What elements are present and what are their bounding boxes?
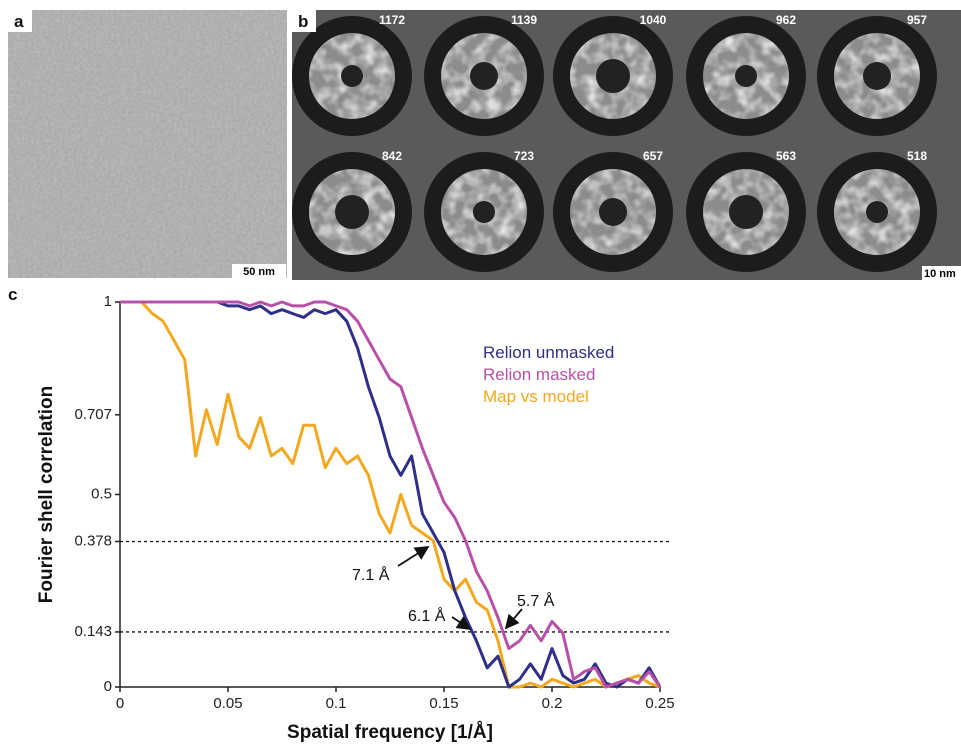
x-tick-label: 0.15 — [429, 695, 458, 712]
panel-label: a — [14, 12, 24, 31]
x-tick-label: 0.05 — [213, 695, 242, 712]
y-axis-label: Fourier shell correlation — [36, 386, 57, 604]
class-center — [335, 195, 369, 229]
class-count: 962 — [776, 13, 796, 27]
class-count: 657 — [643, 149, 663, 163]
y-tick-label: 0.5 — [91, 485, 112, 502]
class-count: 1172 — [379, 13, 405, 27]
legend-entry: Relion unmasked — [483, 343, 614, 362]
class-count: 842 — [382, 149, 402, 163]
annotation-arrow — [506, 609, 522, 628]
class-center — [863, 62, 891, 90]
y-tick-label: 0.707 — [74, 406, 112, 423]
class-center — [596, 59, 630, 93]
class-count: 563 — [776, 149, 796, 163]
class-center — [866, 201, 888, 223]
panel-b: 1172 1139 1040 962 957 842 723 657 563 518 b 10 nm — [292, 10, 961, 280]
x-tick-label: 0.25 — [645, 695, 674, 712]
x-tick-label: 0.2 — [542, 695, 563, 712]
class-center — [473, 201, 495, 223]
micrograph-noise — [8, 10, 287, 278]
figure: a 50 nm 1172 1139 1040 962 957 842 723 657 563 51… — [0, 0, 961, 744]
panel-label: b — [298, 12, 308, 31]
panel-c: c 0 0.143 0.378 0.5 0.707 1 0 0.05 0.1 0.15 0.2 0.2… — [8, 285, 675, 743]
class-center — [470, 62, 498, 90]
legend-entry: Map vs model — [483, 387, 589, 406]
legend-entry: Relion masked — [483, 365, 595, 384]
x-axis-label: Spatial frequency [1/Å] — [287, 722, 493, 743]
scale-bar-label: 10 nm — [924, 268, 956, 280]
class-center — [599, 198, 627, 226]
class-center — [735, 65, 757, 87]
annotation: 6.1 Å — [408, 606, 446, 625]
panel-label: c — [8, 285, 17, 304]
x-tick-label: 0 — [116, 695, 124, 712]
annotation-arrow — [398, 547, 428, 566]
class-count: 1040 — [640, 13, 667, 27]
y-tick-label: 0.143 — [74, 623, 112, 640]
panel-a: a 50 nm — [8, 10, 287, 278]
y-tick-label: 1 — [104, 293, 112, 310]
scale-bar-label: 50 nm — [243, 266, 275, 278]
annotation: 5.7 Å — [517, 591, 555, 610]
class-count: 518 — [907, 149, 927, 163]
class-count: 957 — [907, 13, 927, 27]
class-center — [341, 65, 363, 87]
class-count: 1139 — [511, 13, 537, 27]
y-tick-label: 0.378 — [74, 532, 112, 549]
annotation: 7.1 Å — [352, 565, 390, 584]
class-count: 723 — [514, 149, 534, 163]
page: a 50 nm 1172 1139 1040 962 957 842 723 657 563 51… — [0, 0, 961, 744]
y-tick-label: 0 — [104, 678, 112, 695]
class-center — [729, 195, 763, 229]
x-tick-label: 0.1 — [326, 695, 347, 712]
